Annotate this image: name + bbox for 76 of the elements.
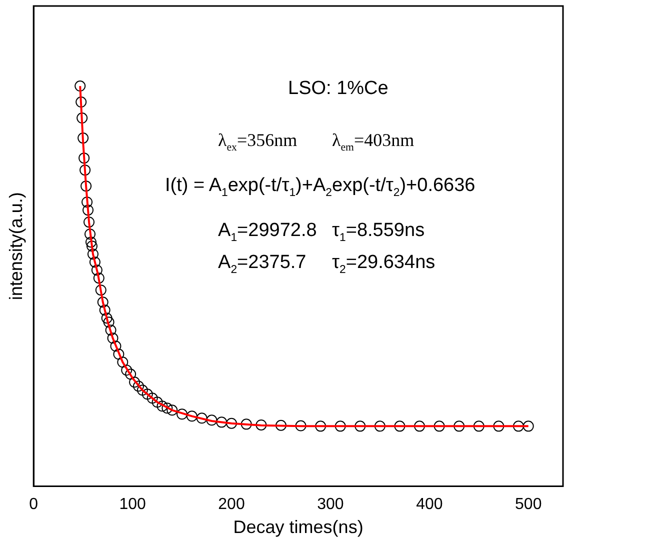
point [84,228,96,240]
point [473,420,484,432]
point [275,420,286,431]
point [86,240,98,252]
point [80,180,92,192]
point [74,80,86,92]
point [354,420,366,432]
annotation: τ$_{2}$=29.634ns [332,252,436,276]
point [434,420,445,432]
x-tick-label: 500 [515,496,542,514]
point [156,400,168,412]
point [454,420,465,432]
point [374,420,386,432]
annotation: A$_{2}$=2375.7 [218,252,306,276]
x-tick-label: 200 [218,496,245,514]
annotation: λ$_{em}$=403nm [332,130,414,154]
x-tick-label: 100 [119,496,146,514]
y-axis-title: intensity(a.u.) [6,192,26,300]
point [129,376,140,388]
point [162,402,173,414]
point [76,96,87,108]
point [91,264,102,276]
point [414,420,426,432]
point [110,340,122,352]
point [93,272,104,284]
point [113,348,124,360]
point [78,152,90,164]
point [82,204,94,216]
annotation: τ$_{1}$=8.559ns [332,220,425,244]
point [97,296,108,308]
point [206,414,218,426]
point [240,418,252,430]
point [136,384,148,396]
point [103,316,114,328]
point [95,284,106,296]
point [315,420,326,432]
point [512,420,524,432]
annotation: LSO: 1%Ce [288,78,388,100]
point [295,420,306,432]
point [125,368,136,380]
point [121,364,132,376]
point [132,380,144,392]
point [394,420,406,432]
point [166,404,178,416]
annotation: A$_{1}$=29972.8 [218,220,317,244]
point [186,410,198,422]
x-tick-label: 400 [416,496,443,514]
point [256,419,267,430]
point [176,408,188,420]
point [78,132,89,144]
point [146,392,158,404]
point [334,420,346,432]
point [80,164,91,176]
x-tick-label: 0 [29,496,38,514]
point [82,196,93,208]
point [216,416,228,428]
annotation: λ$_{ex}$=356nm [218,130,298,154]
point [84,216,95,228]
point [105,324,116,336]
point [89,256,100,268]
text: I(t) = A$_{1}$exp(-t/τ$_{1}$)+A$_{2}$exp(-t/τ$_{2}$)+0.6636 [165,175,476,199]
x-tick-label: 300 [317,496,344,514]
point [107,332,118,344]
point [117,356,128,368]
point [152,396,163,408]
point [522,420,534,432]
x-axis-title: Decay times(ns) [233,517,364,538]
point [87,248,98,260]
point [76,112,88,124]
point [142,388,153,400]
point [493,420,504,432]
point [85,236,96,248]
point [101,312,112,324]
point [226,418,238,429]
point [99,304,110,316]
point [196,412,208,424]
